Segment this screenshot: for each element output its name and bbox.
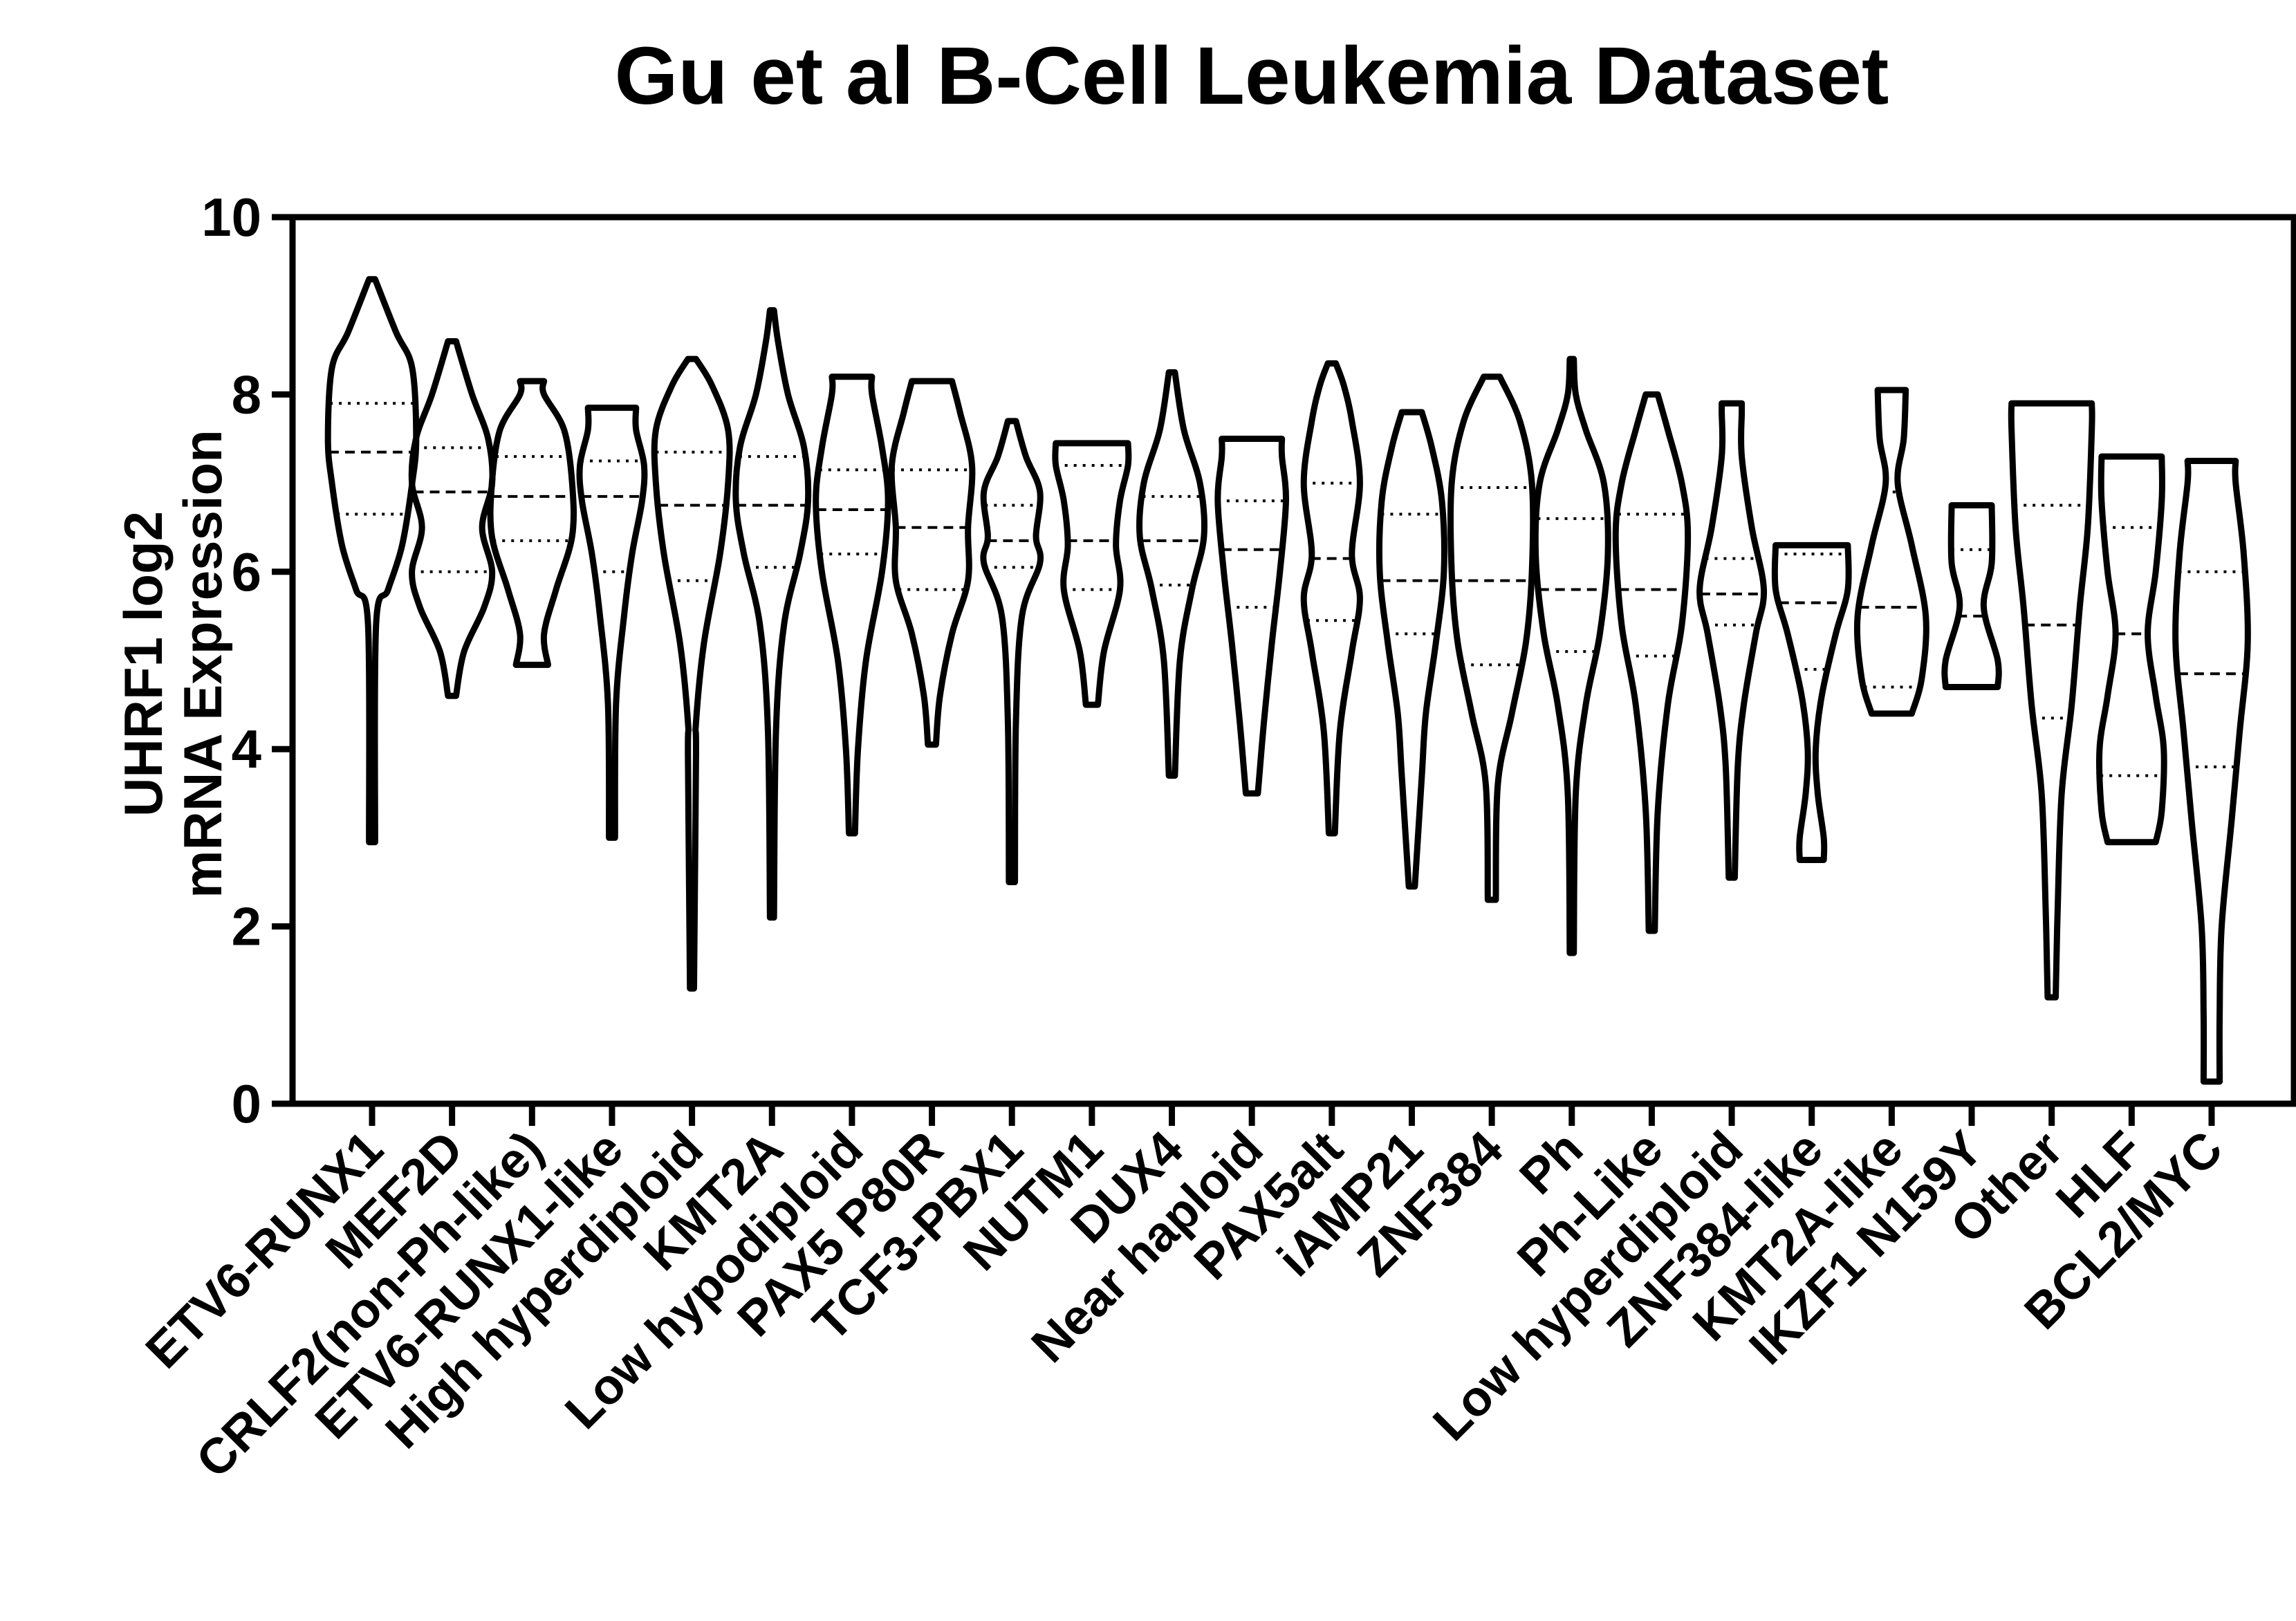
violin-5 — [651, 355, 733, 992]
violin-1 — [324, 276, 420, 846]
violin-outline — [1300, 360, 1363, 837]
violin-outline — [980, 418, 1044, 885]
violin-outline — [813, 373, 891, 837]
y-tick-label: 6 — [232, 541, 261, 602]
y-axis: 0 2 4 6 8 10 — [201, 187, 293, 1134]
y-axis-label: UHRF1 log2 mRNA Expression — [113, 429, 233, 898]
violin-4 — [576, 405, 648, 841]
violin-2 — [408, 337, 496, 699]
y-tick-label: 4 — [232, 719, 261, 779]
violin-17 — [1612, 391, 1692, 934]
violin-outline — [651, 355, 733, 992]
violin-outline — [324, 276, 420, 846]
violin-outline — [1612, 391, 1692, 934]
y-axis-label-line-2: mRNA Expression — [172, 429, 233, 898]
violin-outline — [1771, 541, 1852, 863]
x-axis: ETV6-RUNX1MEF2DCRLF2(non-Ph-like)ETV6-RU… — [136, 1104, 2233, 1488]
violin-20 — [1853, 387, 1929, 717]
violin-19 — [1771, 541, 1852, 863]
y-tick-label: 0 — [232, 1073, 261, 1134]
plot-frame — [289, 214, 2296, 1107]
violin-outline — [1136, 369, 1208, 779]
violin-8 — [888, 378, 976, 748]
violin-10 — [1052, 440, 1132, 708]
violin-outline — [2008, 400, 2095, 1001]
violin-7 — [813, 373, 891, 837]
violin-24 — [2172, 458, 2251, 1085]
violin-outline — [1532, 355, 1611, 956]
violin-outline — [1853, 387, 1929, 717]
chart-title: Gu et al B-Cell Leukemia Dataset — [615, 30, 1889, 122]
y-tick-label: 2 — [232, 896, 261, 957]
violin-outline — [732, 307, 812, 921]
violin-14 — [1376, 409, 1447, 890]
violin-16 — [1532, 355, 1611, 956]
violin-outline — [888, 378, 976, 748]
violin-23 — [2096, 453, 2167, 846]
violin-outline — [487, 378, 577, 668]
violin-outline — [1941, 502, 2002, 690]
violin-outline — [576, 405, 648, 841]
violin-outline — [1052, 440, 1132, 708]
violin-3 — [487, 378, 577, 668]
violin-outline — [1376, 409, 1447, 890]
violin-12 — [1214, 436, 1289, 797]
violin-22 — [2008, 400, 2095, 1001]
violin-outline — [2096, 453, 2167, 846]
y-axis-label-line-1: UHRF1 log2 — [113, 511, 174, 817]
violin-11 — [1136, 369, 1208, 779]
violin-outline — [2172, 458, 2251, 1085]
violin-9 — [980, 418, 1044, 885]
violin-outline — [1696, 400, 1768, 881]
violin-18 — [1696, 400, 1768, 881]
violin-15 — [1447, 373, 1537, 903]
violin-13 — [1300, 360, 1363, 837]
y-tick-label: 10 — [201, 187, 261, 248]
y-tick-label: 8 — [232, 364, 261, 425]
violin-6 — [732, 307, 812, 921]
violin-21 — [1941, 502, 2002, 690]
violin-outline — [1447, 373, 1537, 903]
violin-outline — [1214, 436, 1289, 797]
violin-outline — [408, 337, 496, 699]
violins — [324, 276, 2251, 1085]
